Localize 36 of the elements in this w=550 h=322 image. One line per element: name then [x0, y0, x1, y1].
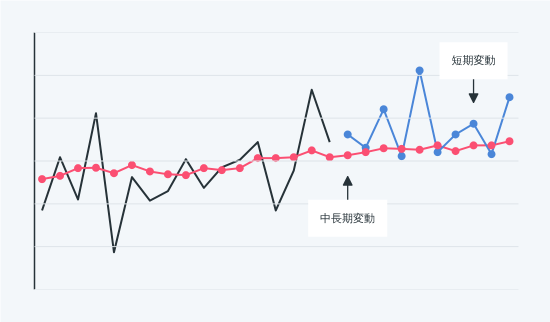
point [380, 144, 388, 152]
point [380, 105, 388, 114]
point [182, 171, 190, 180]
point [290, 153, 298, 162]
text: 中長期変動 [320, 212, 376, 225]
point [488, 141, 496, 150]
point [146, 167, 154, 176]
point [326, 153, 334, 162]
point [452, 130, 460, 138]
point [506, 137, 514, 146]
text: 短期変動 [452, 54, 496, 68]
point [488, 150, 496, 158]
point [38, 175, 46, 184]
point [470, 120, 478, 128]
point [218, 166, 226, 174]
point [416, 66, 424, 74]
point [200, 164, 208, 172]
point [56, 172, 64, 180]
point [236, 164, 244, 172]
point [92, 164, 100, 172]
point [434, 148, 442, 156]
point [470, 141, 478, 150]
point [164, 170, 172, 178]
point [452, 147, 460, 156]
point [344, 151, 352, 160]
point [128, 161, 136, 170]
point [344, 130, 352, 138]
point [110, 169, 118, 178]
point [416, 146, 424, 154]
point [74, 164, 82, 172]
point [308, 146, 316, 154]
point [434, 141, 442, 150]
point [362, 148, 370, 156]
point [398, 152, 406, 160]
point [398, 144, 406, 153]
point [506, 93, 514, 102]
